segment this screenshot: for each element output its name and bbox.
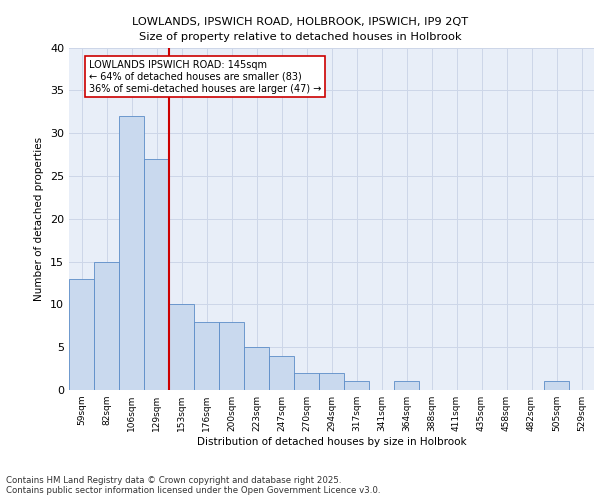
Bar [194, 322, 219, 390]
Bar [344, 382, 369, 390]
Bar [244, 347, 269, 390]
Text: LOWLANDS, IPSWICH ROAD, HOLBROOK, IPSWICH, IP9 2QT: LOWLANDS, IPSWICH ROAD, HOLBROOK, IPSWIC… [132, 18, 468, 28]
Bar [94, 262, 119, 390]
Text: LOWLANDS IPSWICH ROAD: 145sqm
← 64% of detached houses are smaller (83)
36% of s: LOWLANDS IPSWICH ROAD: 145sqm ← 64% of d… [89, 60, 322, 94]
Bar [319, 373, 344, 390]
Bar [144, 159, 169, 390]
Bar [169, 304, 194, 390]
Bar [119, 116, 144, 390]
Bar [294, 373, 319, 390]
Bar [544, 382, 569, 390]
Bar [269, 356, 294, 390]
Bar [394, 382, 419, 390]
Y-axis label: Number of detached properties: Number of detached properties [34, 136, 44, 301]
Text: Contains HM Land Registry data © Crown copyright and database right 2025.
Contai: Contains HM Land Registry data © Crown c… [6, 476, 380, 495]
Text: Size of property relative to detached houses in Holbrook: Size of property relative to detached ho… [139, 32, 461, 42]
Bar [69, 278, 94, 390]
Bar [219, 322, 244, 390]
X-axis label: Distribution of detached houses by size in Holbrook: Distribution of detached houses by size … [197, 437, 466, 447]
